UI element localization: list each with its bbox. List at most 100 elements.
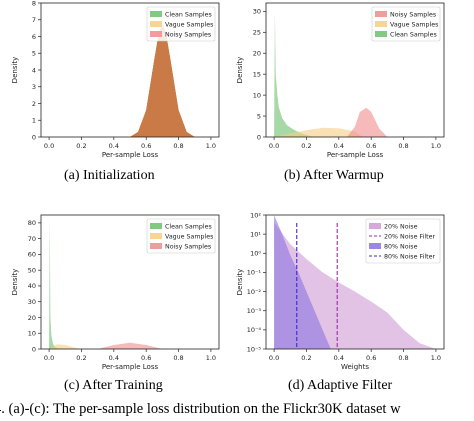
y-tick-label: 10² xyxy=(250,211,261,219)
x-tick-label: 0.4 xyxy=(334,142,344,150)
x-tick-label: 0.4 xyxy=(109,354,119,362)
x-tick-label: 1.0 xyxy=(206,142,216,150)
legend-box xyxy=(146,6,216,42)
x-tick-label: 0.6 xyxy=(366,354,376,362)
series-area-noisy-samples xyxy=(346,107,388,137)
legend-box xyxy=(146,218,216,254)
series-area-noisy-samples xyxy=(130,24,195,137)
x-tick-label: 0.0 xyxy=(269,354,279,362)
axes-frame xyxy=(265,2,445,138)
y-tick-label: 7 xyxy=(32,16,36,24)
axes-frame xyxy=(40,214,220,350)
y-tick-label: 10⁻⁴ xyxy=(247,326,262,334)
legend-label: Clean Samples xyxy=(390,32,437,39)
y-axis-label: Density xyxy=(236,57,244,84)
x-tick-label: 0.0 xyxy=(44,142,54,150)
y-tick-label: 25 xyxy=(253,29,261,37)
y-tick-label: 10⁻¹ xyxy=(247,269,262,277)
series-area-noisy-samples xyxy=(97,342,163,349)
legend-label: Noisy Samples xyxy=(165,32,211,39)
chart-panel-2: 0.0 0.2 0.4 0.6 0.8 1.0 0 10 20 30 40 50 60 70 80 Per-s… xyxy=(11,214,220,371)
legend-label: 20% Noise Filter xyxy=(384,234,435,241)
x-tick-label: 0.2 xyxy=(76,354,86,362)
caption-initialization: (a) Initialization xyxy=(64,168,155,183)
x-tick-label: 0.2 xyxy=(76,142,86,150)
x-axis-label: Per-sample Loss xyxy=(102,363,159,371)
y-tick-label: 30 xyxy=(253,8,261,16)
legend-swatch xyxy=(375,31,387,37)
series-area-clean-samples xyxy=(274,11,315,137)
y-tick-label: 1 xyxy=(32,117,36,125)
legend-swatch xyxy=(150,223,162,229)
x-tick-label: 0.8 xyxy=(173,354,183,362)
legend-swatch xyxy=(150,31,162,37)
x-axis-label: Weights xyxy=(341,363,369,371)
legend-swatch xyxy=(150,233,162,239)
y-axis-label: Density xyxy=(11,269,19,296)
legend-swatch xyxy=(369,223,381,229)
y-tick-label: 10 xyxy=(28,330,36,338)
x-tick-label: 0.6 xyxy=(141,142,151,150)
x-tick-label: 0.8 xyxy=(398,142,408,150)
legend-label: Vague Samples xyxy=(165,22,213,29)
legend-label: 80% Noise Filter xyxy=(384,254,435,261)
x-tick-label: 0.0 xyxy=(269,142,279,150)
y-tick-label: 2 xyxy=(32,100,36,108)
y-tick-label: 70 xyxy=(28,235,36,243)
x-axis-label: Per-sample Loss xyxy=(327,151,384,159)
x-tick-label: 0.6 xyxy=(141,354,151,362)
y-tick-label: 0 xyxy=(32,133,36,141)
y-tick-label: 10⁻⁵ xyxy=(247,345,262,353)
y-tick-label: 15 xyxy=(253,70,261,78)
legend-label: Noisy Samples xyxy=(165,244,211,251)
y-tick-label: 0 xyxy=(32,345,36,353)
caption-after-training: (c) After Training xyxy=(64,378,163,393)
y-axis-label: Density xyxy=(236,269,244,296)
x-tick-label: 0.0 xyxy=(44,354,54,362)
y-tick-label: 50 xyxy=(28,266,36,274)
y-tick-label: 80 xyxy=(28,219,36,227)
x-tick-label: 1.0 xyxy=(431,354,441,362)
legend-box xyxy=(371,6,441,42)
x-tick-label: 0.4 xyxy=(109,142,119,150)
y-tick-label: 3 xyxy=(32,83,36,91)
y-tick-label: 40 xyxy=(28,282,36,290)
x-tick-label: 0.2 xyxy=(301,142,311,150)
legend-label: Noisy Samples xyxy=(390,12,436,19)
chart-panel-0: 0.0 0.2 0.4 0.6 0.8 1.0 0 1 2 3 4 5 6 7 8 Per-sample Lo… xyxy=(11,0,220,159)
y-tick-label: 10 xyxy=(253,91,261,99)
y-tick-label: 6 xyxy=(32,33,36,41)
x-tick-label: 0.6 xyxy=(366,142,376,150)
x-tick-label: 1.0 xyxy=(431,142,441,150)
x-tick-label: 0.4 xyxy=(334,354,344,362)
caption-adaptive-filter: (d) Adaptive Filter xyxy=(288,378,393,393)
legend-label: Clean Samples xyxy=(165,12,212,19)
legend-label: Vague Samples xyxy=(165,234,213,241)
legend-label: Vague Samples xyxy=(390,22,438,29)
y-axis-label: Density xyxy=(11,57,19,84)
figure-caption: 4. (a)-(c): The per-sample loss distribu… xyxy=(0,401,401,417)
series-area-clean-samples xyxy=(49,218,59,349)
y-tick-label: 10⁻² xyxy=(247,288,262,296)
legend-label: 20% Noise xyxy=(384,224,418,231)
chart-panel-1: 0.0 0.2 0.4 0.6 0.8 1.0 0 5 10 15 20 25 30 Per-sample… xyxy=(236,2,445,159)
legend-label: 80% Noise xyxy=(384,244,418,251)
chart-panel-3: 0.0 0.2 0.4 0.6 0.8 1.0 10⁻⁵ 10⁻⁴ 10⁻³ 10⁻² 10⁻¹ 10… xyxy=(236,211,445,371)
legend-swatch xyxy=(369,243,381,249)
y-tick-label: 20 xyxy=(253,50,261,58)
series-area-80-noise xyxy=(274,215,331,349)
caption-after-warmup: (b) After Warmup xyxy=(284,168,384,183)
series-area-vague-samples xyxy=(49,344,82,349)
legend-swatch xyxy=(150,243,162,249)
legend-swatch xyxy=(375,21,387,27)
x-tick-label: 0.2 xyxy=(301,354,311,362)
y-tick-label: 10⁻³ xyxy=(247,307,262,315)
y-tick-label: 20 xyxy=(28,314,36,322)
y-tick-label: 60 xyxy=(28,251,36,259)
y-tick-label: 8 xyxy=(32,0,36,7)
x-tick-label: 1.0 xyxy=(206,354,216,362)
y-tick-label: 10⁰ xyxy=(250,250,261,258)
legend-box xyxy=(365,218,441,264)
legend-swatch xyxy=(375,11,387,17)
